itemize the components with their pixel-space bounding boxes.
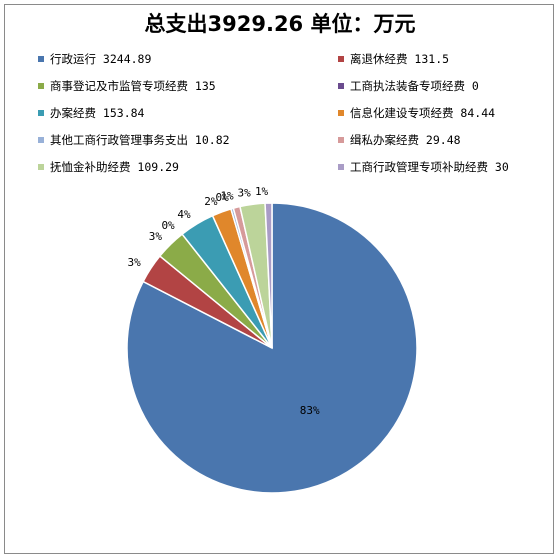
legend-swatch (338, 83, 344, 89)
legend-label: 信息化建设专项经费 84.44 (350, 106, 496, 120)
percent-label: 0% (161, 219, 175, 232)
legend-swatch (38, 56, 44, 62)
percent-label: 1% (220, 190, 234, 203)
legend-item: 工商执法装备专项经费 0 (338, 77, 548, 95)
legend-swatch (338, 137, 344, 143)
legend-label: 商事登记及市监管专项经费 135 (50, 79, 216, 93)
legend-item: 办案经费 153.84 (38, 104, 338, 122)
legend-label: 抚恤金补助经费 109.29 (50, 160, 179, 174)
legend-label: 其他工商行政管理事务支出 10.82 (50, 133, 230, 147)
percent-label: 0% (216, 191, 230, 204)
percent-label: 3% (128, 256, 142, 269)
legend-swatch (38, 137, 44, 143)
legend-item: 信息化建设专项经费 84.44 (338, 104, 548, 122)
percent-label: 3% (238, 186, 252, 199)
legend-label: 办案经费 153.84 (50, 106, 145, 120)
legend: 行政运行 3244.89 离退休经费 131.5 商事登记及市监管专项经费 135 工… (38, 50, 548, 176)
legend-label: 工商执法装备专项经费 0 (350, 79, 479, 93)
legend-item: 抚恤金补助经费 109.29 (38, 158, 338, 176)
pie-slice (264, 202, 273, 349)
legend-item: 商事登记及市监管专项经费 135 (38, 77, 338, 95)
percent-label: 3% (149, 230, 163, 243)
legend-item: 工商行政管理专项补助经费 30 (338, 158, 548, 176)
percent-label: 83% (300, 404, 320, 417)
percent-label: 1% (255, 185, 269, 198)
legend-label: 缉私办案经费 29.48 (350, 133, 461, 147)
legend-swatch (338, 164, 344, 170)
legend-swatch (338, 56, 344, 62)
pie-slice (126, 202, 418, 494)
legend-swatch (38, 110, 44, 116)
legend-label: 行政运行 3244.89 (50, 52, 152, 66)
chart-title: 总支出3929.26 单位：万元 (144, 12, 416, 36)
legend-item: 其他工商行政管理事务支出 10.82 (38, 131, 338, 149)
legend-swatch (338, 110, 344, 116)
legend-label: 离退休经费 131.5 (350, 52, 450, 66)
legend-item: 缉私办案经费 29.48 (338, 131, 548, 149)
legend-label: 工商行政管理专项补助经费 30 (350, 160, 509, 174)
percent-label: 4% (177, 208, 191, 221)
percent-label: 2% (204, 195, 218, 208)
legend-item: 离退休经费 131.5 (338, 50, 548, 68)
legend-item: 行政运行 3244.89 (38, 50, 338, 68)
legend-swatch (38, 83, 44, 89)
legend-swatch (38, 164, 44, 170)
